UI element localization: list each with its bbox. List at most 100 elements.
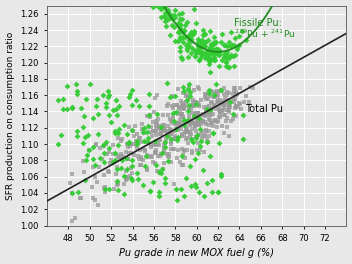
Point (96, 165, 102, 169)
Point (186, 141, 191, 145)
Point (200, 129, 205, 133)
Point (227, 44, 233, 48)
Point (199, 38, 205, 42)
Point (100, 143, 105, 148)
Point (90, 164, 95, 169)
Point (186, 37, 191, 42)
Point (201, 112, 206, 116)
Point (202, 40, 208, 44)
Point (196, 87, 202, 91)
Point (170, 111, 176, 115)
Point (163, 23, 169, 28)
Point (220, 124, 225, 128)
Point (210, 131, 216, 135)
Point (89, 185, 95, 189)
Point (195, 46, 201, 51)
Point (226, 40, 232, 44)
Point (184, 46, 190, 50)
Point (80, 158, 86, 163)
Point (225, 115, 230, 120)
Point (201, 168, 206, 172)
Point (167, 33, 173, 37)
Point (183, 130, 189, 135)
Point (126, 95, 132, 99)
Point (206, 97, 211, 101)
Point (233, 104, 238, 108)
Point (174, 123, 180, 127)
Point (191, 29, 197, 33)
Point (191, 88, 197, 92)
Point (133, 143, 139, 147)
Point (186, 55, 191, 60)
Point (247, 85, 252, 89)
Point (175, 30, 181, 35)
Point (215, 95, 220, 100)
Point (209, 50, 214, 54)
Point (196, 102, 201, 107)
Point (214, 100, 220, 105)
Point (113, 172, 119, 177)
Point (124, 167, 130, 172)
Point (195, 151, 201, 155)
Point (225, 97, 231, 102)
Point (114, 107, 119, 111)
Point (162, 141, 168, 145)
Point (67, 181, 73, 185)
Point (115, 179, 120, 183)
Point (179, 154, 184, 159)
Point (180, 134, 185, 138)
Point (189, 136, 195, 141)
Point (121, 192, 127, 196)
Point (209, 100, 215, 105)
Point (175, 198, 180, 202)
Point (194, 100, 199, 104)
Point (195, 110, 200, 115)
Point (121, 122, 126, 127)
Point (206, 56, 212, 60)
Point (216, 108, 222, 112)
Point (195, 113, 200, 117)
Point (228, 53, 234, 57)
Point (152, 161, 157, 165)
Point (147, 112, 152, 117)
Point (90, 157, 96, 162)
Point (199, 120, 205, 124)
Point (157, 154, 163, 158)
Point (134, 142, 140, 146)
Point (170, 15, 176, 19)
Point (182, 148, 187, 152)
Point (198, 40, 203, 44)
Point (183, 121, 189, 125)
Point (202, 114, 208, 118)
Point (231, 100, 237, 104)
Point (212, 48, 218, 53)
Point (179, 112, 185, 116)
Point (165, 113, 171, 117)
Point (156, 153, 161, 158)
Point (221, 103, 227, 107)
Point (142, 149, 147, 153)
Point (195, 37, 201, 41)
Point (217, 110, 222, 115)
Point (159, 167, 164, 171)
Point (73, 82, 78, 86)
Point (174, 156, 180, 160)
Point (160, 127, 166, 131)
Point (197, 148, 202, 152)
Point (198, 43, 204, 47)
Point (232, 113, 237, 117)
Point (142, 126, 147, 130)
Point (165, 103, 170, 108)
Point (230, 112, 236, 116)
Point (183, 100, 189, 105)
Point (213, 49, 219, 54)
Point (124, 177, 130, 181)
Point (200, 119, 206, 123)
Point (123, 169, 128, 173)
Point (221, 86, 227, 90)
Point (121, 174, 127, 178)
Point (241, 137, 246, 141)
Point (187, 33, 192, 37)
Point (127, 144, 133, 148)
Point (149, 125, 154, 129)
